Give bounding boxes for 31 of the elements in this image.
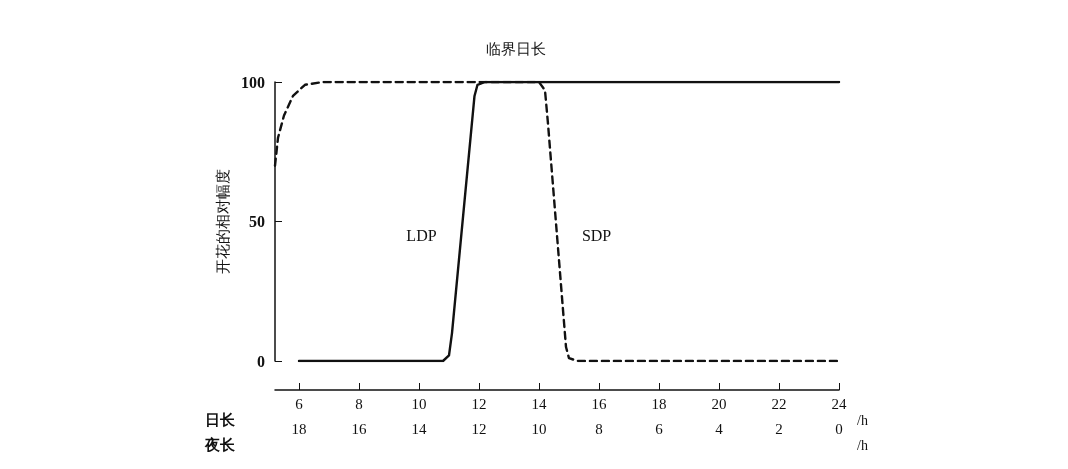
text: /h (857, 437, 868, 453)
x2-tick-label: 12 (471, 420, 487, 437)
x-tick-label: 6 (295, 395, 304, 412)
x-tick-label: 14 (531, 395, 547, 412)
x-tick-label: 16 (591, 395, 607, 412)
x-tick-label: 20 (711, 395, 727, 412)
chart-title: 临界日长 (485, 40, 546, 57)
series-label: LDP (406, 226, 437, 244)
x2-tick-label: 2 (775, 420, 783, 437)
x-tick-label: 8 (355, 395, 363, 412)
x2-tick-label: 6 (655, 420, 664, 437)
x2-tick-label: 14 (411, 420, 427, 437)
x2-tick-label: 10 (531, 420, 547, 437)
y-tick-label: 50 (249, 213, 265, 230)
x2-tick-label: 0 (835, 420, 843, 437)
x2-tick-label: 4 (715, 420, 724, 437)
x-tick-label: 24 (831, 395, 847, 412)
y-tick-label: 0 (257, 352, 265, 370)
x-tick-label: 22 (771, 395, 787, 412)
series-label: SDP (581, 226, 612, 244)
x-tick-label: 12 (471, 395, 487, 412)
x2-axis-title: 夜长 (204, 435, 236, 453)
x2-tick-label: 16 (351, 420, 367, 437)
text: /h (857, 412, 868, 428)
y-axis-title: 开花的相对幅度 (214, 169, 231, 274)
x-tick-label: 18 (651, 395, 667, 412)
y-tick-label: 100 (241, 73, 265, 91)
x2-tick-label: 8 (595, 420, 603, 437)
x2-tick-label: 18 (291, 420, 307, 437)
x-axis-title: 日长 (205, 411, 236, 428)
x-tick-label: 10 (411, 395, 427, 412)
